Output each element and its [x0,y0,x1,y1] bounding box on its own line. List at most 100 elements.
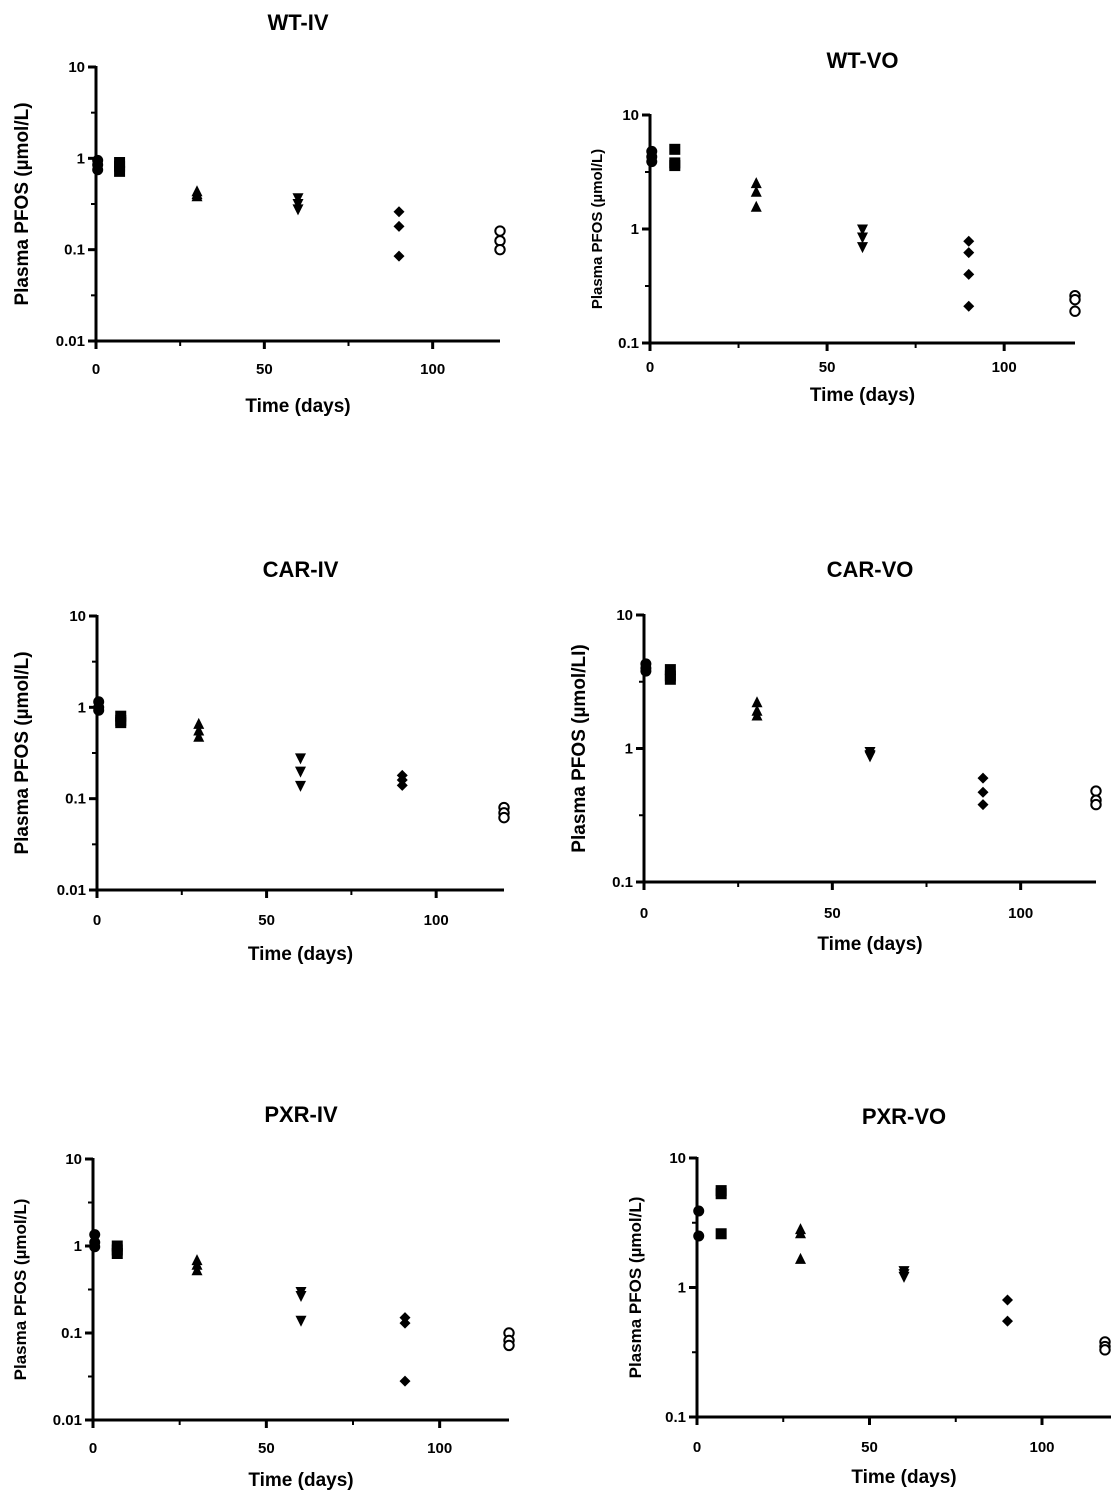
data-point-circle [646,156,658,168]
y-tick-label: 1 [78,699,86,716]
y-tick-label: 0.01 [53,1412,82,1429]
data-point-triangle-up [751,696,763,708]
data-point-triangle-down [898,1271,910,1283]
chart-title: PXR-IV [264,1102,338,1127]
data-point-diamond [977,772,989,784]
y-tick-label: 1 [625,741,633,758]
x-axis-label: Time (days) [810,385,915,406]
data-point-triangle-down [295,1290,307,1302]
data-points [92,154,506,262]
data-point-diamond [963,247,975,259]
data-point-triangle-up [795,1252,806,1264]
data-point-triangle-up [193,724,205,736]
data-point-square [115,717,127,729]
x-tick-label: 50 [258,912,275,929]
y-tick-label: 0.1 [65,791,86,808]
data-point-triangle-down [857,224,868,236]
data-point-square [669,143,681,155]
data-point-open-circle [1099,1344,1111,1356]
x-axis-label: Time (days) [817,934,922,955]
x-tick-label: 0 [92,361,100,378]
x-tick-label: 100 [1029,1439,1054,1456]
y-tick-label: 10 [622,107,639,124]
data-point-circle [89,1241,101,1253]
data-point-open-circle [1090,785,1102,797]
chart-title: CAR-VO [827,557,914,582]
x-tick-label: 50 [819,359,836,376]
data-point-triangle-down [857,242,868,254]
y-tick-label: 0.01 [57,882,86,899]
data-point-diamond [393,220,405,232]
y-axis-label: Plasma PFOS (µmol/LI) [569,644,590,852]
data-point-triangle-up [193,717,205,729]
data-points [93,696,510,824]
data-point-open-circle [1090,798,1102,811]
data-point-triangle-down [857,232,868,244]
data-points [646,143,1081,317]
data-point-triangle-up [191,1264,203,1276]
data-point-diamond [963,300,975,312]
x-tick-label: 100 [420,361,445,378]
x-tick-label: 100 [992,359,1017,376]
y-tick-label: 1 [631,221,639,238]
data-point-triangle-down [292,204,304,216]
data-point-triangle-up [750,185,762,197]
data-point-triangle-up [191,190,203,202]
data-point-diamond [399,1375,411,1387]
data-point-open-circle [503,1339,515,1352]
data-point-square [715,1188,727,1200]
y-tick-label: 10 [69,608,86,625]
data-point-circle [89,1229,101,1241]
data-point-triangle-down [295,1315,307,1327]
y-axis-label: Plasma PFOS (µmol/L) [11,1199,30,1381]
y-tick-label: 1 [678,1280,686,1297]
y-tick-label: 0.1 [61,1325,82,1342]
y-axis-label: Plasma PFOS (µmol/L) [12,651,33,854]
x-tick-label: 50 [256,361,273,378]
data-point-diamond [393,250,405,262]
y-axis-label: Plasma PFOS (µmol/L) [626,1197,645,1379]
x-axis-label: Time (days) [851,1467,956,1488]
data-point-diamond [977,799,989,811]
x-tick-label: 100 [424,912,449,929]
chart-title: WT-IV [267,10,328,35]
y-tick-label: 10 [669,1150,686,1167]
data-point-square [664,664,676,676]
x-tick-label: 0 [640,905,648,922]
data-point-square [111,1247,123,1259]
data-point-triangle-up [751,709,763,721]
data-point-circle [92,164,104,176]
data-point-circle [693,1205,705,1217]
y-tick-label: 0.1 [612,874,633,891]
data-point-triangle-up [795,1227,806,1239]
x-tick-label: 50 [824,905,841,922]
data-point-triangle-down [295,753,306,765]
x-axis-label: Time (days) [248,944,353,965]
y-axis-label: Plasma PFOS (µmol/L) [589,149,606,309]
data-point-diamond [963,235,975,247]
y-tick-label: 0.1 [64,242,85,259]
x-tick-label: 0 [93,912,101,929]
x-tick-label: 0 [89,1440,97,1457]
y-tick-label: 10 [68,59,85,76]
y-axis-label: Plasma PFOS (µmol/L) [12,102,33,305]
chart-title: CAR-IV [263,557,339,582]
x-axis-label: Time (days) [248,1470,353,1491]
data-point-diamond [396,779,408,791]
y-tick-label: 1 [74,1238,82,1255]
x-axis-label: Time (days) [245,396,350,417]
chart-title: WT-VO [826,48,898,73]
x-tick-label: 50 [861,1439,878,1456]
y-tick-label: 0.1 [665,1409,686,1426]
y-tick-label: 10 [616,607,633,624]
data-point-diamond [963,268,975,280]
x-tick-label: 50 [258,1440,275,1457]
y-tick-label: 0.01 [56,333,85,350]
data-point-triangle-up [193,730,205,742]
